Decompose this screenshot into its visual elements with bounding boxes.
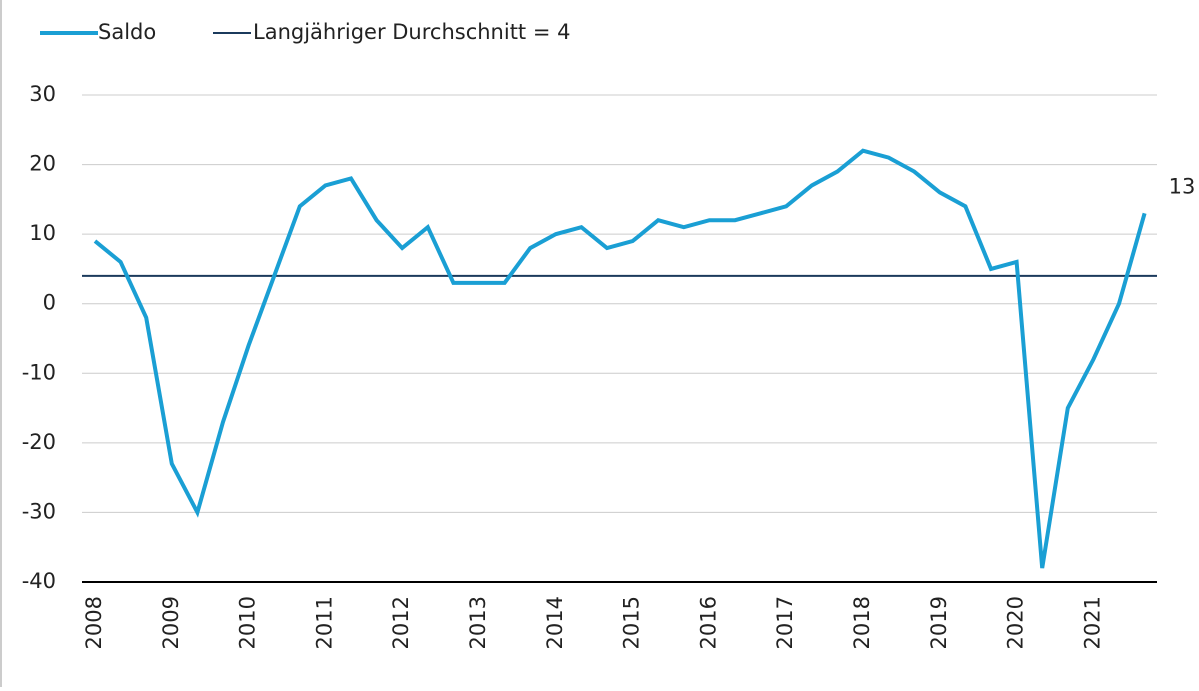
- data-line: [93, 148, 1147, 569]
- x-tick-label: 2012: [389, 596, 413, 649]
- x-tick-label: 2008: [82, 596, 106, 649]
- legend-label: Saldo: [98, 20, 156, 44]
- y-tick-label: 0: [43, 291, 56, 315]
- x-tick-label: 2020: [1004, 596, 1028, 649]
- y-tick-label: -40: [22, 569, 56, 593]
- x-tick-label: 2014: [543, 596, 567, 649]
- x-tick-label: 2009: [159, 596, 183, 649]
- x-tick-label: 2019: [927, 596, 951, 649]
- end-value-label: 13: [1169, 174, 1196, 198]
- y-tick-label: -30: [22, 499, 56, 523]
- x-tick-label: 2015: [620, 596, 644, 649]
- y-tick-label: 20: [29, 152, 56, 176]
- y-tick-label: -10: [22, 360, 56, 384]
- x-tick-label: 2016: [696, 596, 720, 649]
- legend-label: Langjähriger Durchschnitt = 4: [253, 20, 570, 44]
- x-tick-label: 2011: [312, 596, 336, 649]
- x-tick-label: 2013: [466, 596, 490, 649]
- y-tick-label: -20: [22, 430, 56, 454]
- x-tick-label: 2018: [850, 596, 874, 649]
- x-tick-label: 2017: [773, 596, 797, 649]
- y-tick-label: 30: [29, 82, 56, 106]
- x-tick-label: 2021: [1080, 596, 1104, 649]
- y-tick-label: 10: [29, 221, 56, 245]
- x-tick-label: 2010: [236, 596, 260, 649]
